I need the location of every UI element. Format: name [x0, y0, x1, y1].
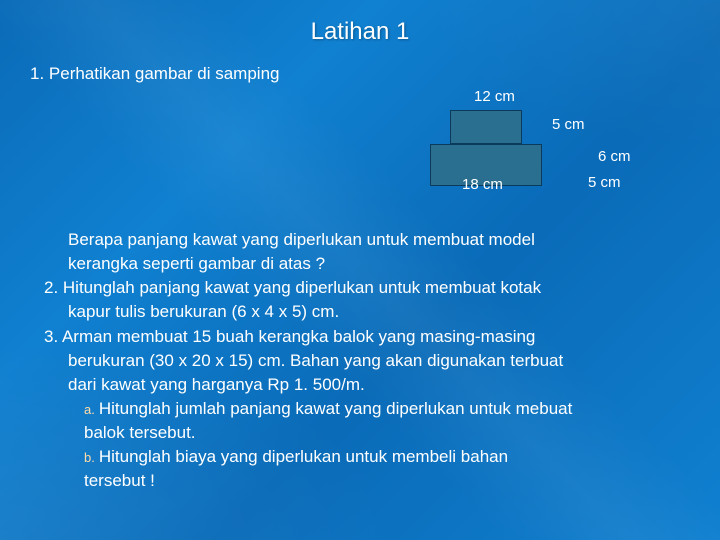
- q1b-line1: Berapa panjang kawat yang diperlukan unt…: [44, 228, 690, 252]
- q3-line1: 3. Arman membuat 15 buah kerangka balok …: [44, 325, 690, 349]
- q3a-line1: a. Hitunglah jumlah panjang kawat yang di…: [44, 397, 690, 421]
- diagram-label-right-mid: 6 cm: [598, 148, 631, 165]
- q3a-marker: a.: [84, 402, 95, 417]
- question-1-intro: 1. Perhatikan gambar di samping: [30, 64, 690, 84]
- diagram-label-right-top: 5 cm: [552, 116, 585, 133]
- q2-line1: 2. Hitunglah panjang kawat yang diperluk…: [44, 276, 690, 300]
- q2-line2: kapur tulis berukuran (6 x 4 x 5) cm.: [44, 300, 690, 324]
- questions-body: Berapa panjang kawat yang diperlukan unt…: [30, 228, 690, 493]
- slide-title: Latihan 1: [30, 18, 690, 46]
- q3b-text1: Hitunglah biaya yang diperlukan untuk me…: [99, 447, 508, 466]
- q3-line2: berukuran (30 x 20 x 15) cm. Bahan yang …: [44, 349, 690, 373]
- diagram-label-top: 12 cm: [474, 88, 515, 105]
- q3-line3: dari kawat yang harganya Rp 1. 500/m.: [44, 373, 690, 397]
- diagram-label-right-bot: 5 cm: [588, 174, 621, 191]
- diagram: 12 cm 5 cm 6 cm 5 cm 18 cm: [30, 92, 690, 222]
- diagram-label-bottom: 18 cm: [462, 176, 503, 193]
- q3b-line1: b. Hitunglah biaya yang diperlukan untuk …: [44, 445, 690, 469]
- q3a-text1: Hitunglah jumlah panjang kawat yang dipe…: [99, 399, 572, 418]
- q3b-marker: b.: [84, 450, 95, 465]
- diagram-top-rect: [450, 110, 522, 144]
- q1b-line2: kerangka seperti gambar di atas ?: [44, 252, 690, 276]
- q3a-line2: balok tersebut.: [44, 421, 690, 445]
- slide-content: Latihan 1 1. Perhatikan gambar di sampin…: [0, 0, 720, 540]
- q3b-line2: tersebut !: [44, 469, 690, 493]
